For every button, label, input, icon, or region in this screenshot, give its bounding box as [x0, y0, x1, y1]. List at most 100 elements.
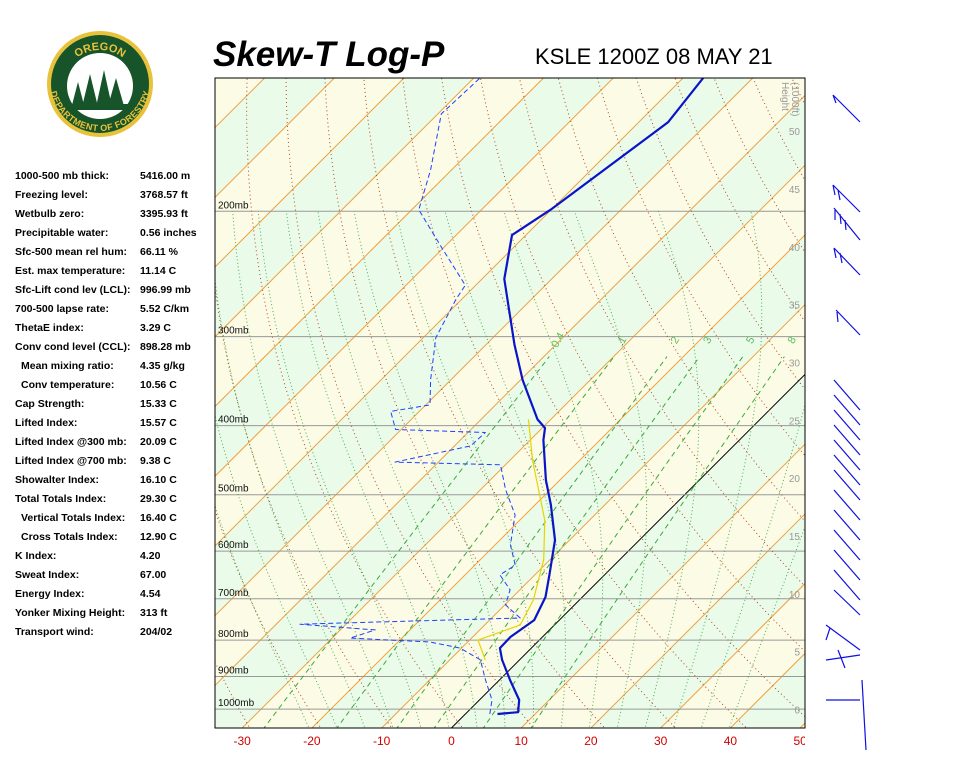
height-tick-label: 20: [789, 474, 801, 485]
stat-label: Wetbulb zero:: [15, 208, 84, 220]
stat-label: Sfc-500 mean rel hum:: [15, 246, 127, 258]
stat-value: 898.28 mb: [140, 341, 191, 353]
pressure-label: 200mb: [218, 200, 249, 211]
stat-label: Conv temperature:: [21, 379, 114, 391]
isotherm: [870, 78, 960, 728]
stat-value: 313 ft: [140, 607, 168, 619]
wind-barb: [836, 310, 860, 335]
stat-value: 4.54: [140, 588, 161, 600]
stat-label: Mean mixing ratio:: [21, 360, 114, 372]
logo: OREGON DEPARTMENT OF FORESTRY: [47, 31, 153, 137]
stat-label: Sweat Index:: [15, 569, 79, 581]
stat-label: Conv cond level (CCL):: [15, 341, 131, 353]
stat-value: 67.00: [140, 569, 166, 581]
wind-barb: [826, 650, 860, 668]
stat-label: 700-500 lapse rate:: [15, 303, 109, 315]
stat-value: 12.90 C: [140, 531, 177, 543]
stat-value: 5.52 C/km: [140, 303, 189, 315]
x-tick-label: 0: [448, 734, 455, 748]
dry-adiabat: [870, 78, 960, 730]
wind-barb: [834, 380, 860, 485]
stat-label: Lifted Index @700 mb:: [15, 455, 127, 467]
stat-label: Cross Totals Index:: [21, 531, 118, 543]
pressure-label: 400mb: [218, 415, 249, 426]
isotherm: [800, 78, 960, 728]
dry-adiabat: [948, 78, 960, 730]
stat-value: 16.10 C: [140, 474, 177, 486]
height-tick-label: 40: [789, 243, 801, 254]
stat-label: Total Totals Index:: [15, 493, 106, 505]
stat-value: 3.29 C: [140, 322, 171, 334]
stat-value: 15.57 C: [140, 417, 177, 429]
stat-value: 20.09 C: [140, 436, 177, 448]
pressure-label: 800mb: [218, 629, 249, 640]
wind-barb: [833, 95, 860, 122]
stat-label: ThetaE index:: [15, 322, 84, 334]
stat-label: K Index:: [15, 550, 56, 562]
stat-label: 1000-500 mb thick:: [15, 170, 109, 182]
height-tick-label: 30: [789, 359, 801, 370]
stat-label: Lifted Index:: [15, 417, 77, 429]
height-tick-label: 45: [789, 185, 801, 196]
stat-label: Energy Index:: [15, 588, 84, 600]
stat-value: 10.56 C: [140, 379, 177, 391]
x-tick-label: 20: [584, 734, 598, 748]
stat-label: Precipitable water:: [15, 227, 108, 239]
stat-label: Yonker Mixing Height:: [15, 607, 125, 619]
stat-value: 3768.57 ft: [140, 189, 188, 201]
stat-value: 16.40 C: [140, 512, 177, 524]
stat-value: 5416.00 m: [140, 170, 190, 182]
x-tick-label: 40: [724, 734, 738, 748]
wind-barb: [826, 680, 866, 750]
height-tick-label: 35: [789, 301, 801, 312]
dry-adiabat: [831, 78, 960, 730]
x-tick-label: -10: [373, 734, 391, 748]
height-axis-label: (1000ft): [789, 82, 800, 116]
logo-ground: [70, 104, 130, 110]
stat-value: 996.99 mb: [140, 284, 191, 296]
height-tick-label: 25: [789, 416, 801, 427]
pressure-label: 1000mb: [218, 698, 255, 709]
height-axis-label: Height: [779, 82, 790, 111]
pressure-label: 300mb: [218, 326, 249, 337]
height-tick-label: 10: [789, 590, 801, 601]
stat-value: 29.30 C: [140, 493, 177, 505]
pressure-label: 900mb: [218, 666, 249, 677]
stat-label: Est. max temperature:: [15, 265, 125, 277]
height-tick-label: 5: [794, 648, 800, 659]
x-tick-label: -20: [303, 734, 321, 748]
stat-value: 15.33 C: [140, 398, 177, 410]
dry-adiabat: [909, 78, 960, 730]
x-tick-label: 30: [654, 734, 668, 748]
stat-value: 4.35 g/kg: [140, 360, 185, 372]
wind-barb: [833, 185, 860, 212]
stat-label: Vertical Totals Index:: [21, 512, 125, 524]
chart-title: Skew-T Log-P: [213, 35, 445, 74]
wind-barb: [826, 625, 860, 650]
chart-subtitle: KSLE 1200Z 08 MAY 21: [535, 44, 773, 69]
stat-label: Transport wind:: [15, 626, 94, 638]
wind-barb: [834, 248, 860, 275]
wind-barb: [834, 208, 860, 240]
x-tick-label: 10: [514, 734, 528, 748]
pressure-label: 500mb: [218, 484, 249, 495]
stat-value: 204/02: [140, 626, 172, 638]
stat-label: Cap Strength:: [15, 398, 84, 410]
x-tick-label: -30: [234, 734, 252, 748]
stat-value: 66.11 %: [140, 246, 179, 258]
stat-value: 11.14 C: [140, 265, 177, 277]
height-tick-label: 15: [789, 532, 801, 543]
pressure-label: 600mb: [218, 540, 249, 551]
stat-label: Sfc-Lift cond lev (LCL):: [15, 284, 131, 296]
wind-barbs: [826, 95, 866, 750]
stat-label: Lifted Index @300 mb:: [15, 436, 127, 448]
wind-barb: [834, 470, 860, 615]
stat-label: Showalter Index:: [15, 474, 99, 486]
pressure-label: 700mb: [218, 588, 249, 599]
height-tick-label: 50: [789, 127, 801, 138]
stat-value: 3395.93 ft: [140, 208, 188, 220]
